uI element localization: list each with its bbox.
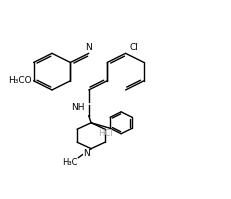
Text: H₃CO: H₃CO — [8, 76, 31, 85]
Text: Cl: Cl — [129, 43, 138, 52]
Text: HCl: HCl — [98, 129, 113, 138]
Text: NH: NH — [71, 103, 85, 112]
Text: N: N — [83, 149, 90, 158]
Text: N: N — [85, 43, 92, 52]
Text: H₃C: H₃C — [62, 158, 77, 167]
